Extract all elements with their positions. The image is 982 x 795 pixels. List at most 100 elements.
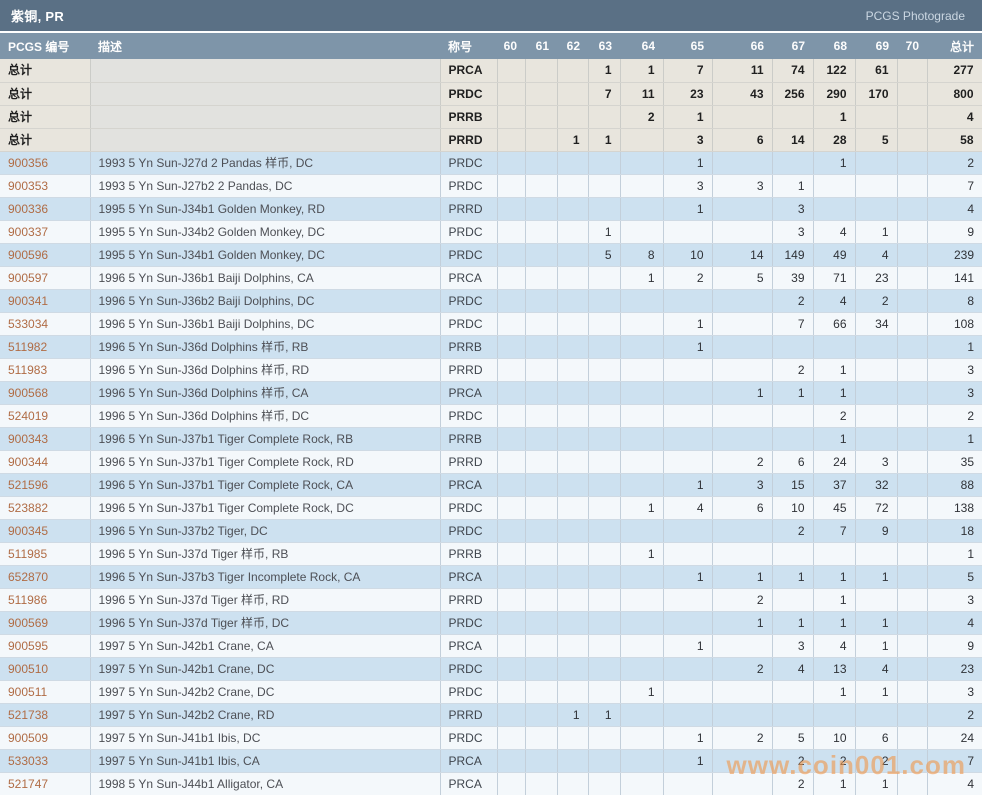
pcgs-number-link[interactable]: 900511 (0, 680, 91, 704)
pcgs-number-link[interactable]: 900353 (0, 174, 91, 198)
grade-60-count (497, 565, 526, 589)
pcgs-number-link[interactable]: 900341 (0, 289, 91, 313)
grade-70-count (897, 197, 928, 221)
grade-64-count (620, 151, 664, 175)
pcgs-number-link[interactable]: 900596 (0, 243, 91, 267)
pcgs-number-link[interactable]: 521738 (0, 703, 91, 727)
pcgs-number-link[interactable]: 900345 (0, 519, 91, 543)
grade-68-count: 45 (813, 496, 856, 520)
grade-66-count (712, 680, 773, 704)
coin-description: 1998 5 Yn Sun-J44b1 Alligator, CA (90, 772, 441, 795)
grade-65-count (663, 772, 713, 795)
grade-69-count (855, 151, 898, 175)
photograde-link[interactable]: PCGS Photograde (865, 8, 965, 23)
pcgs-number-link[interactable]: 511982 (0, 335, 91, 359)
designation: PRRB (440, 105, 498, 129)
grade-69-count (855, 358, 898, 382)
coin-description: 1996 5 Yn Sun-J36d Dolphins 样币, RB (90, 335, 441, 359)
grade-65-count (663, 542, 713, 566)
grade-67-count: 3 (772, 634, 814, 658)
pcgs-number-link[interactable]: 900595 (0, 634, 91, 658)
grade-61-count (525, 657, 558, 681)
table-row: 900337 1995 5 Yn Sun-J34b2 Golden Monkey,… (0, 220, 982, 244)
grade-66-count: 2 (712, 588, 773, 612)
header-grade-63: 63 (588, 33, 620, 59)
grade-70-count (897, 542, 928, 566)
summary-description (90, 105, 441, 129)
grade-62-count (557, 473, 589, 497)
summary-description (90, 82, 441, 106)
grade-61-count (525, 82, 558, 106)
pcgs-number-link[interactable]: 900343 (0, 427, 91, 451)
pcgs-number-link[interactable]: 511986 (0, 588, 91, 612)
pcgs-number-link[interactable]: 900597 (0, 266, 91, 290)
coin-description: 1996 5 Yn Sun-J37b2 Tiger, DC (90, 519, 441, 543)
grade-63-count (588, 174, 621, 198)
coin-description: 1996 5 Yn Sun-J36d Dolphins 样币, DC (90, 404, 441, 428)
grade-62-count (557, 772, 589, 795)
total-count: 23 (927, 657, 982, 681)
pcgs-number-link[interactable]: 533033 (0, 749, 91, 773)
coin-description: 1995 5 Yn Sun-J34b1 Golden Monkey, RD (90, 197, 441, 221)
grade-61-count (525, 565, 558, 589)
summary-total-label: 总计 (0, 82, 91, 106)
pcgs-number-link[interactable]: 900356 (0, 151, 91, 175)
grade-67-count: 2 (772, 289, 814, 313)
grade-62-count (557, 358, 589, 382)
pcgs-number-link[interactable]: 511985 (0, 542, 91, 566)
pcgs-number-link[interactable]: 900336 (0, 197, 91, 221)
grade-70-count (897, 772, 928, 795)
grade-61-count (525, 243, 558, 267)
grade-69-count (855, 404, 898, 428)
pcgs-number-link[interactable]: 523882 (0, 496, 91, 520)
pcgs-number-link[interactable]: 900344 (0, 450, 91, 474)
grade-70-count (897, 519, 928, 543)
grade-67-count: 3 (772, 197, 814, 221)
pcgs-number-link[interactable]: 521596 (0, 473, 91, 497)
table-row: 900345 1996 5 Yn Sun-J37b2 Tiger, DC PRDC 2… (0, 519, 982, 543)
designation: PRCA (440, 266, 498, 290)
coin-description: 1996 5 Yn Sun-J36d Dolphins 样币, RD (90, 358, 441, 382)
grade-69-count: 6 (855, 726, 898, 750)
coin-description: 1997 5 Yn Sun-J41b1 Ibis, CA (90, 749, 441, 773)
grade-69-count (855, 105, 898, 129)
pcgs-number-link[interactable]: 900337 (0, 220, 91, 244)
pcgs-number-link[interactable]: 533034 (0, 312, 91, 336)
pcgs-number-link[interactable]: 900509 (0, 726, 91, 750)
grade-70-count (897, 82, 928, 106)
grade-60-count (497, 82, 526, 106)
grade-70-count (897, 220, 928, 244)
grade-70-count (897, 588, 928, 612)
grade-65-count: 2 (663, 266, 713, 290)
grade-66-count: 2 (712, 657, 773, 681)
pcgs-number-link[interactable]: 900568 (0, 381, 91, 405)
pcgs-number-link[interactable]: 652870 (0, 565, 91, 589)
page-title: 紫铜, PR (11, 9, 65, 24)
pcgs-number-link[interactable]: 524019 (0, 404, 91, 428)
coin-description: 1996 5 Yn Sun-J37d Tiger 样币, RD (90, 588, 441, 612)
coin-description: 1996 5 Yn Sun-J36d Dolphins 样币, CA (90, 381, 441, 405)
grade-69-count: 1 (855, 220, 898, 244)
grade-65-count (663, 588, 713, 612)
pcgs-number-link[interactable]: 521747 (0, 772, 91, 795)
grade-68-count (813, 174, 856, 198)
coin-description: 1995 5 Yn Sun-J34b2 Golden Monkey, DC (90, 220, 441, 244)
pcgs-number-link[interactable]: 900510 (0, 657, 91, 681)
pcgs-number-link[interactable]: 900569 (0, 611, 91, 635)
grade-62-count (557, 404, 589, 428)
grade-63-count (588, 680, 621, 704)
designation: PRRD (440, 197, 498, 221)
grade-64-count: 1 (620, 266, 664, 290)
grade-60-count (497, 634, 526, 658)
title-bar: 紫铜, PR PCGS Photograde (0, 0, 982, 31)
grade-61-count (525, 289, 558, 313)
grade-65-count: 3 (663, 174, 713, 198)
pcgs-number-link[interactable]: 511983 (0, 358, 91, 382)
coin-description: 1996 5 Yn Sun-J37b1 Tiger Complete Rock,… (90, 496, 441, 520)
grade-60-count (497, 335, 526, 359)
grade-67-count (772, 680, 814, 704)
header-description: 描述 (90, 33, 440, 59)
designation: PRDC (440, 726, 498, 750)
grade-62-count (557, 519, 589, 543)
grade-66-count (712, 220, 773, 244)
